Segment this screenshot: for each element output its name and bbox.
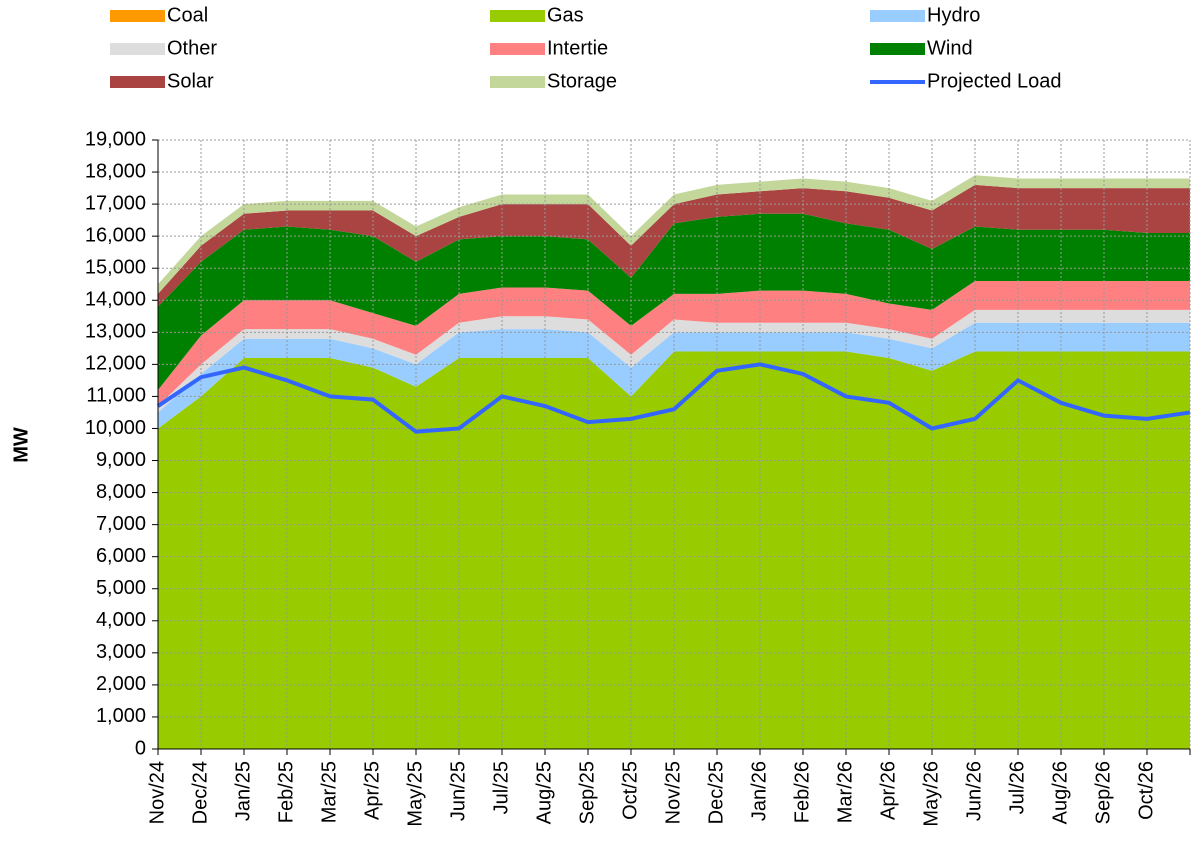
area <box>158 309 1190 413</box>
x-tick-label: Sep/25 <box>576 761 598 824</box>
x-tick-label: Jun/26 <box>963 761 985 821</box>
x-tick-label: Nov/24 <box>146 761 168 824</box>
x-tick-label: Oct/26 <box>1135 761 1157 820</box>
x-tick-label: May/26 <box>920 761 942 827</box>
y-axis-label: MW <box>10 427 32 463</box>
legend-swatch <box>110 43 165 55</box>
y-tick-label: 5,000 <box>96 577 146 599</box>
legend-swatch <box>490 10 545 22</box>
legend-label: Intertie <box>547 37 608 59</box>
y-tick-label: 1,000 <box>96 705 146 727</box>
x-tick-label: Feb/25 <box>275 761 297 823</box>
legend-label: Wind <box>927 37 973 59</box>
x-tick-label: Jul/26 <box>1006 761 1028 814</box>
y-tick-label: 12,000 <box>85 353 146 375</box>
y-tick-label: 0 <box>135 737 146 759</box>
y-tick-label: 6,000 <box>96 545 146 567</box>
legend-swatch <box>870 43 925 55</box>
x-tick-label: Mar/25 <box>318 761 340 823</box>
y-tick-label: 11,000 <box>86 385 146 407</box>
y-tick-label: 19,000 <box>85 128 146 150</box>
x-tick-label: Jan/26 <box>748 761 770 821</box>
y-tick-label: 16,000 <box>85 224 146 246</box>
legend-label: Hydro <box>927 4 980 26</box>
x-tick-label: Sep/26 <box>1092 761 1114 824</box>
y-tick-label: 2,000 <box>96 673 146 695</box>
y-tick-label: 9,000 <box>96 449 146 471</box>
legend-label: Other <box>167 37 217 59</box>
y-tick-label: 7,000 <box>96 513 146 535</box>
x-tick-label: Dec/25 <box>705 761 727 824</box>
legend-swatch <box>490 76 545 88</box>
legend-swatch <box>110 10 165 22</box>
y-tick-label: 8,000 <box>96 481 146 503</box>
legend-swatch <box>490 43 545 55</box>
legend-label: Coal <box>167 4 208 26</box>
x-tick-label: Jan/25 <box>232 761 254 821</box>
area <box>158 184 1190 307</box>
x-tick-label: Mar/26 <box>834 761 856 823</box>
legend-label: Storage <box>547 70 617 92</box>
x-tick-label: Feb/26 <box>791 761 813 823</box>
x-tick-label: Dec/24 <box>189 761 211 824</box>
x-tick-label: Aug/25 <box>533 761 555 824</box>
legend-label: Gas <box>547 4 584 26</box>
y-tick-label: 15,000 <box>85 256 146 278</box>
line <box>156 362 1191 434</box>
legend-label: Solar <box>167 70 214 92</box>
x-tick-label: Aug/26 <box>1049 761 1071 824</box>
y-tick-label: 13,000 <box>85 321 146 343</box>
y-tick-label: 3,000 <box>96 641 146 663</box>
legend-swatch <box>870 10 925 22</box>
y-tick-label: 17,000 <box>85 192 146 214</box>
legend-swatch <box>110 76 165 88</box>
x-tick-label: May/25 <box>404 761 426 827</box>
x-tick-label: Apr/26 <box>877 761 899 820</box>
x-tick-label: Apr/25 <box>361 761 383 820</box>
y-tick-label: 18,000 <box>85 160 146 182</box>
y-tick-label: 4,000 <box>96 609 146 631</box>
x-tick-label: Jul/25 <box>490 761 512 814</box>
x-tick-label: Jun/25 <box>447 761 469 821</box>
y-tick-label: 10,000 <box>85 417 146 439</box>
legend-label: Projected Load <box>927 70 1062 92</box>
y-tick-label: 14,000 <box>85 289 146 311</box>
x-tick-label: Nov/25 <box>662 761 684 824</box>
grid <box>158 139 1191 749</box>
x-tick-label: Oct/25 <box>619 761 641 820</box>
